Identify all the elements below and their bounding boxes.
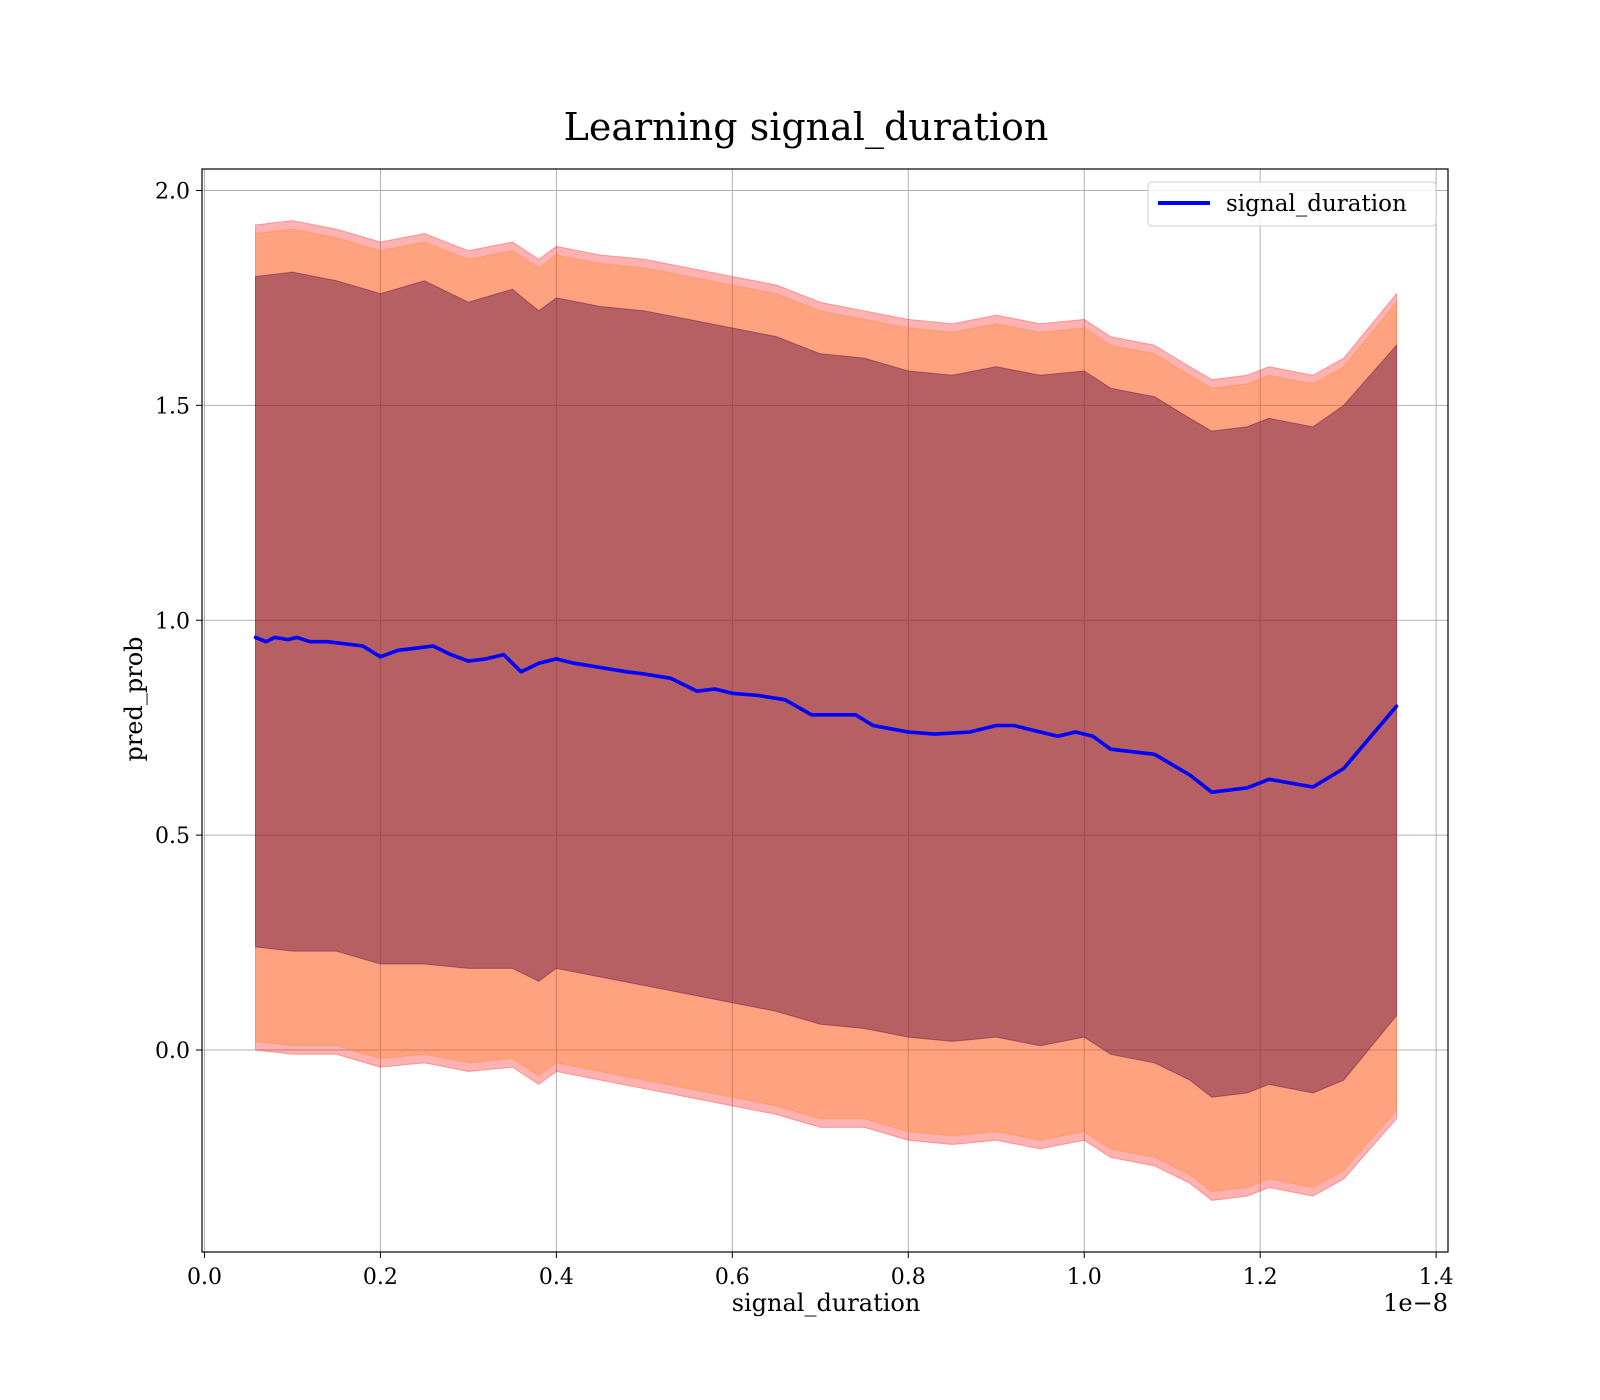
confidence-band-3 [254,271,1398,1098]
x-tick-label: 1.2 [1243,1265,1278,1290]
series-lines [253,635,1399,794]
chart-title: Learning signal_duration [564,105,1049,150]
confidence-band-1 [254,220,1398,1201]
x-tick-label: 1.0 [1067,1265,1102,1290]
y-axis-ticks: 0.0 0.5 1.0 1.5 2.0 [155,179,202,1064]
y-tick-label: 0.5 [155,824,190,849]
plot-frame [201,168,1449,1253]
y-tick-label: 2.0 [155,179,190,204]
legend-box [1147,181,1437,227]
series-line-signal-duration [253,635,1399,794]
x-tick-label: 0.0 [187,1265,222,1290]
confidence-band-2 [254,228,1398,1193]
y-tick-label: 1.0 [155,609,190,634]
confidence-bands [254,220,1398,1201]
legend: signal_duration [1147,181,1437,227]
x-axis-offset-label: 1e−8 [1383,1289,1448,1317]
x-tick-label: 0.8 [891,1265,926,1290]
x-axis-ticks: 0.0 0.2 0.4 0.6 0.8 1.0 1.2 1.4 [187,1252,1454,1290]
y-tick-label: 1.5 [155,394,190,419]
x-tick-label: 0.2 [363,1265,398,1290]
grid-lines [202,169,1448,1252]
x-tick-label: 0.6 [715,1265,750,1290]
legend-label-signal-duration: signal_duration [1226,191,1407,217]
y-axis-label: pred_prob [120,636,148,761]
x-tick-label: 1.4 [1419,1265,1454,1290]
y-tick-label: 0.0 [155,1039,190,1064]
x-axis-label: signal_duration [732,1289,921,1317]
x-tick-label: 0.4 [539,1265,574,1290]
